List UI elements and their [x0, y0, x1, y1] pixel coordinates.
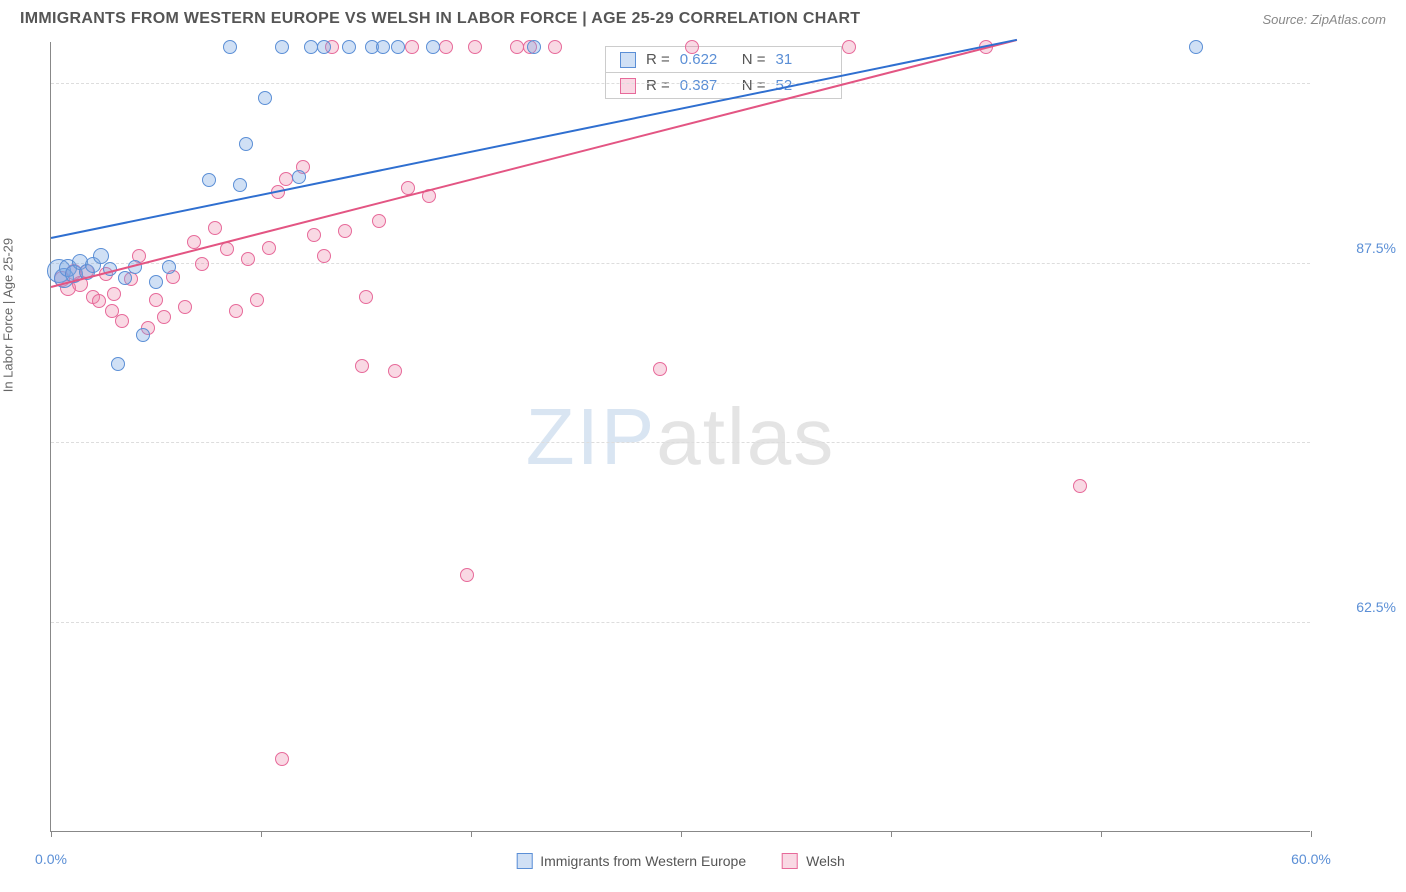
watermark: ZIPatlas	[526, 391, 835, 483]
data-point-immigrants	[111, 357, 125, 371]
data-point-welsh	[241, 252, 255, 266]
legend-item-immigrants: Immigrants from Western Europe	[516, 853, 746, 869]
x-tick	[471, 831, 472, 837]
data-point-immigrants	[376, 40, 390, 54]
legend-swatch-immigrants-icon	[516, 853, 532, 869]
data-point-immigrants	[275, 40, 289, 54]
data-point-immigrants	[136, 328, 150, 342]
data-point-immigrants	[223, 40, 237, 54]
data-point-welsh	[157, 310, 171, 324]
data-point-immigrants	[239, 137, 253, 151]
legend-swatch-welsh-icon	[782, 853, 798, 869]
trend-line-immigrants	[51, 39, 1017, 239]
data-point-welsh	[355, 359, 369, 373]
data-point-immigrants	[1189, 40, 1203, 54]
x-tick	[261, 831, 262, 837]
y-axis-label: In Labor Force | Age 25-29	[1, 238, 16, 392]
data-point-immigrants	[118, 271, 132, 285]
chart-header: IMMIGRANTS FROM WESTERN EUROPE VS WELSH …	[0, 0, 1406, 34]
swatch-immigrants-icon	[620, 52, 636, 68]
data-point-immigrants	[258, 91, 272, 105]
data-point-welsh	[250, 293, 264, 307]
data-point-welsh	[149, 293, 163, 307]
gridline	[51, 263, 1310, 264]
data-point-welsh	[220, 242, 234, 256]
data-point-welsh	[388, 364, 402, 378]
data-point-welsh	[338, 224, 352, 238]
data-point-immigrants	[292, 170, 306, 184]
plot-area: ZIPatlas R = 0.622 N = 31 R = 0.387 N = …	[50, 42, 1310, 832]
stats-n-label: N =	[742, 51, 766, 68]
data-point-welsh	[92, 294, 106, 308]
trend-line-welsh	[51, 39, 1017, 288]
data-point-welsh	[842, 40, 856, 54]
legend-label-welsh: Welsh	[806, 853, 845, 869]
chart-title: IMMIGRANTS FROM WESTERN EUROPE VS WELSH …	[20, 10, 860, 28]
data-point-immigrants	[342, 40, 356, 54]
stats-r-welsh: 0.387	[680, 77, 732, 94]
data-point-welsh	[359, 290, 373, 304]
stats-r-label: R =	[646, 77, 670, 94]
stats-r-immigrants: 0.622	[680, 51, 732, 68]
data-point-immigrants	[527, 40, 541, 54]
source-attribution: Source: ZipAtlas.com	[1262, 12, 1386, 27]
data-point-welsh	[439, 40, 453, 54]
x-tick	[1101, 831, 1102, 837]
data-point-welsh	[208, 221, 222, 235]
legend-item-welsh: Welsh	[782, 853, 845, 869]
watermark-zip: ZIP	[526, 392, 656, 481]
y-tick-label: 62.5%	[1316, 599, 1396, 615]
stats-n-immigrants: 31	[775, 51, 827, 68]
x-tick	[1311, 831, 1312, 837]
x-tick	[51, 831, 52, 837]
x-tick	[681, 831, 682, 837]
gridline	[51, 83, 1310, 84]
source-label: Source:	[1262, 12, 1310, 27]
x-tick	[891, 831, 892, 837]
data-point-immigrants	[233, 178, 247, 192]
data-point-immigrants	[391, 40, 405, 54]
data-point-welsh	[229, 304, 243, 318]
data-point-welsh	[107, 287, 121, 301]
gridline	[51, 442, 1310, 443]
data-point-welsh	[653, 362, 667, 376]
swatch-welsh-icon	[620, 78, 636, 94]
data-point-immigrants	[317, 40, 331, 54]
data-point-welsh	[548, 40, 562, 54]
data-point-immigrants	[162, 260, 176, 274]
source-value: ZipAtlas.com	[1311, 12, 1386, 27]
correlation-stats-box: R = 0.622 N = 31 R = 0.387 N = 52	[605, 46, 843, 99]
data-point-immigrants	[149, 275, 163, 289]
data-point-welsh	[405, 40, 419, 54]
stats-r-label: R =	[646, 51, 670, 68]
data-point-immigrants	[202, 173, 216, 187]
chart-container: In Labor Force | Age 25-29 ZIPatlas R = …	[0, 34, 1406, 890]
data-point-welsh	[195, 257, 209, 271]
y-tick-label: 87.5%	[1316, 240, 1396, 256]
data-point-welsh	[115, 314, 129, 328]
data-point-welsh	[317, 249, 331, 263]
data-point-welsh	[1073, 479, 1087, 493]
gridline	[51, 622, 1310, 623]
data-point-welsh	[468, 40, 482, 54]
data-point-welsh	[685, 40, 699, 54]
data-point-welsh	[262, 241, 276, 255]
watermark-atlas: atlas	[656, 392, 835, 481]
x-tick-label: 0.0%	[35, 851, 67, 867]
x-tick-label: 60.0%	[1291, 851, 1331, 867]
data-point-welsh	[178, 300, 192, 314]
data-point-welsh	[275, 752, 289, 766]
legend: Immigrants from Western Europe Welsh	[516, 853, 845, 869]
legend-label-immigrants: Immigrants from Western Europe	[540, 853, 746, 869]
data-point-immigrants	[426, 40, 440, 54]
data-point-welsh	[460, 568, 474, 582]
data-point-welsh	[372, 214, 386, 228]
data-point-welsh	[307, 228, 321, 242]
stats-row-immigrants: R = 0.622 N = 31	[606, 47, 842, 73]
